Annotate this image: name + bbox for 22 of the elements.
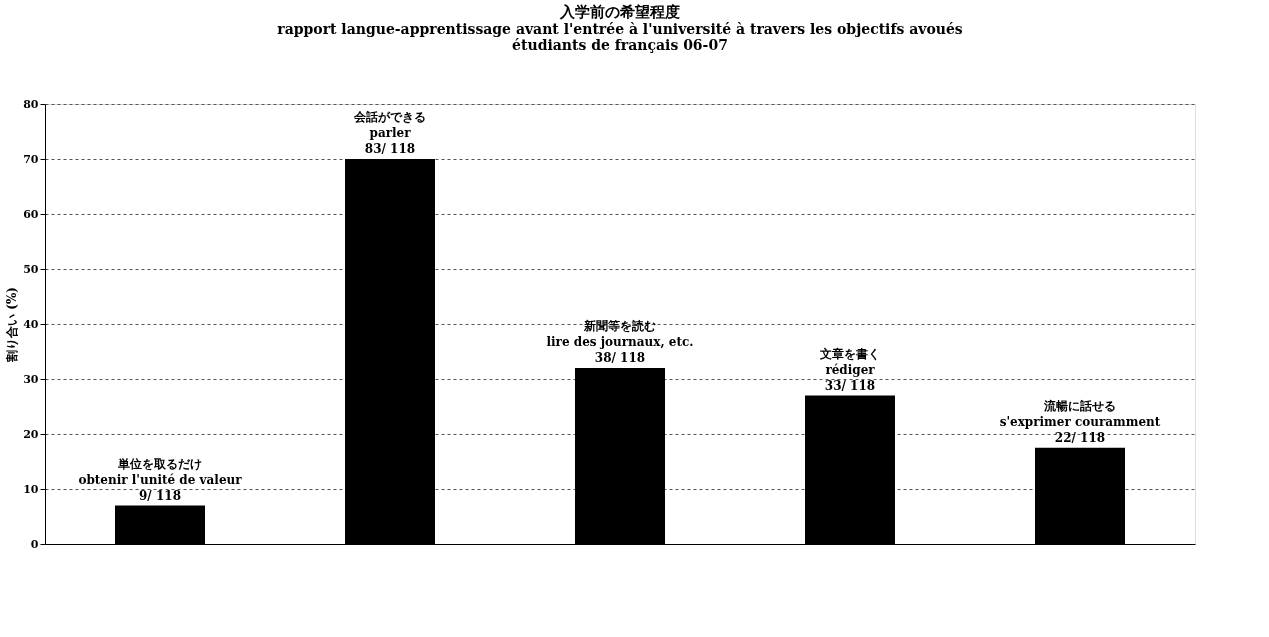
data-label: 38/ 118 bbox=[594, 351, 646, 365]
y-tick-label: 40 bbox=[23, 317, 39, 331]
y-axis-title: 割り合い (%) bbox=[5, 287, 20, 363]
data-label: 22/ 118 bbox=[1054, 430, 1106, 445]
category-label: 会話ができる parler bbox=[354, 110, 426, 140]
y-tick-label: 0 bbox=[30, 537, 39, 551]
category-label: 単位を取るだけ obtenir l'unité de valeur bbox=[78, 456, 242, 487]
category-label: 文章を書く rédiger bbox=[820, 346, 880, 377]
data-label: 83/ 118 bbox=[364, 142, 416, 156]
chart-subtitle: rapport langue-apprentissage avant l'entrée à l'université à travers les objectifs avoués étudiants de français 06-07 bbox=[277, 21, 963, 53]
data-label: 33/ 118 bbox=[824, 378, 876, 393]
y-tick-label: 70 bbox=[23, 152, 39, 166]
chart-title: 入学前の希望程度 bbox=[559, 3, 680, 21]
y-tick-label: 20 bbox=[23, 427, 39, 441]
category-label: 流暢に話せる s'exprimer couramment bbox=[999, 398, 1161, 429]
y-tick-label: 10 bbox=[23, 482, 39, 496]
y-tick-label: 60 bbox=[23, 207, 39, 221]
y-tick-label: 30 bbox=[23, 372, 39, 386]
y-tick-label: 80 bbox=[23, 97, 39, 111]
y-tick-label: 50 bbox=[23, 262, 39, 276]
category-label: 新聞等を読む lire des journaux, etc. bbox=[546, 319, 694, 349]
data-label: 9/ 118 bbox=[139, 488, 181, 503]
